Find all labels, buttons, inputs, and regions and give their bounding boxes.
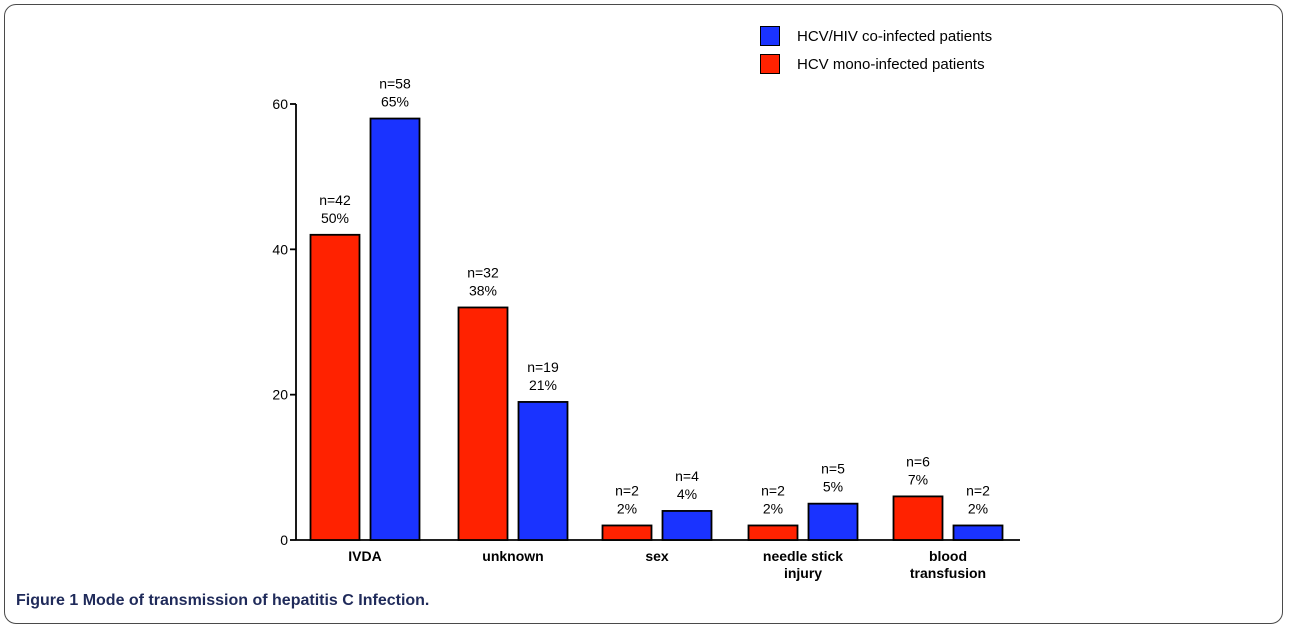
x-category-label: injury xyxy=(784,565,822,581)
data-label-count: n=5 xyxy=(821,461,845,477)
data-label-count: n=4 xyxy=(675,468,699,484)
legend-item-coinfected: HCV/HIV co-infected patients xyxy=(760,22,992,50)
data-label-percent: 5% xyxy=(823,479,843,495)
x-category-label: sex xyxy=(645,548,669,564)
bar-mono xyxy=(309,233,361,541)
bar-mono xyxy=(892,495,944,541)
data-label-percent: 38% xyxy=(469,282,497,298)
y-tick-label: 60 xyxy=(272,96,288,112)
bar-coinfected xyxy=(661,510,713,541)
x-category-label: transfusion xyxy=(910,565,986,581)
legend-label-coinfected: HCV/HIV co-infected patients xyxy=(797,27,993,45)
data-label-count: n=42 xyxy=(319,192,351,208)
data-label-percent: 21% xyxy=(529,377,557,393)
legend-swatch-monoinfected xyxy=(760,54,780,74)
y-tick-label: 40 xyxy=(272,241,288,257)
chart-legend: HCV/HIV co-infected patients HCV mono-in… xyxy=(760,22,992,78)
data-label-percent: 50% xyxy=(321,210,349,226)
bar-coinfected xyxy=(952,524,1004,541)
data-label-percent: 2% xyxy=(617,500,637,516)
bar-coinfected xyxy=(369,117,421,541)
data-label-percent: 4% xyxy=(677,486,697,502)
legend-label-monoinfected: HCV mono-infected patients xyxy=(797,55,985,73)
figure-caption-label: Figure 1 xyxy=(16,592,79,609)
data-label-percent: 2% xyxy=(968,500,988,516)
data-label-percent: 7% xyxy=(908,471,928,487)
data-label-percent: 65% xyxy=(381,94,409,110)
x-category-label: needle stick xyxy=(763,548,843,564)
bar-coinfected xyxy=(807,502,859,541)
data-label-count: n=2 xyxy=(966,482,990,498)
figure-frame xyxy=(4,4,1283,624)
x-category-label: unknown xyxy=(482,548,543,564)
data-label-count: n=58 xyxy=(379,76,411,92)
figure-caption-text: Mode of transmission of hepatitis C Infe… xyxy=(82,592,430,609)
data-label-count: n=19 xyxy=(527,359,559,375)
bar-mono xyxy=(601,524,653,541)
legend-item-monoinfected: HCV mono-infected patients xyxy=(760,50,992,78)
x-category-label: IVDA xyxy=(348,548,381,564)
x-category-label: blood xyxy=(929,548,967,564)
data-label-count: n=2 xyxy=(761,482,785,498)
data-label-count: n=6 xyxy=(906,453,930,469)
data-label-percent: 2% xyxy=(763,500,783,516)
bar-mono xyxy=(457,306,509,541)
data-label-count: n=32 xyxy=(467,264,499,280)
legend-swatch-coinfected xyxy=(760,26,780,46)
bar-mono xyxy=(747,524,799,541)
bar-coinfected xyxy=(517,401,569,541)
data-label-count: n=2 xyxy=(615,482,639,498)
figure-caption: Figure 1 Mode of transmission of hepatit… xyxy=(16,592,429,610)
y-tick-label: 0 xyxy=(280,532,288,548)
y-tick-label: 20 xyxy=(272,387,288,403)
